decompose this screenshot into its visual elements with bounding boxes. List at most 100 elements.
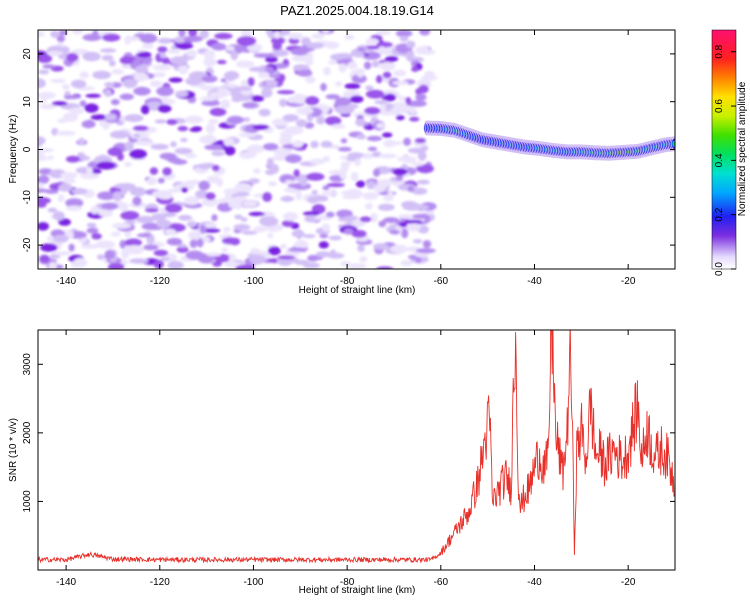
noise-blob bbox=[164, 203, 183, 213]
noise-blob bbox=[63, 112, 79, 122]
noise-blob bbox=[53, 251, 72, 256]
noise-blob bbox=[38, 254, 50, 263]
noise-blob bbox=[124, 141, 134, 152]
noise-blob bbox=[297, 69, 313, 77]
noise-blob bbox=[342, 194, 361, 200]
noise-blob bbox=[79, 100, 87, 107]
noise-blob bbox=[224, 145, 236, 156]
noise-blob bbox=[140, 104, 150, 115]
noise-blob bbox=[157, 177, 165, 184]
noise-blob bbox=[370, 212, 378, 223]
noise-blob bbox=[365, 202, 373, 210]
noise-blob bbox=[378, 46, 386, 55]
noise-blob bbox=[273, 31, 281, 39]
noise-blob bbox=[248, 178, 260, 184]
noise-blob bbox=[38, 137, 44, 147]
noise-blob bbox=[96, 254, 105, 260]
noise-blob bbox=[318, 241, 329, 249]
noise-blob bbox=[322, 223, 330, 232]
noise-blob bbox=[166, 49, 181, 54]
noise-blob bbox=[108, 60, 116, 67]
noise-blob bbox=[201, 197, 218, 207]
noise-blob bbox=[223, 137, 235, 147]
noise-blob bbox=[81, 120, 96, 129]
noise-blob bbox=[55, 130, 76, 136]
noise-blob bbox=[241, 230, 258, 235]
noise-blob bbox=[338, 63, 347, 73]
noise-blob bbox=[281, 30, 291, 36]
noise-blob bbox=[265, 56, 278, 63]
noise-blob bbox=[38, 175, 50, 184]
noise-blob bbox=[223, 188, 238, 195]
noise-blob bbox=[153, 249, 169, 257]
noise-blob bbox=[211, 150, 225, 157]
noise-blob bbox=[183, 35, 204, 43]
noise-blob bbox=[177, 243, 187, 248]
noise-blob bbox=[53, 211, 65, 221]
noise-blob bbox=[188, 30, 198, 37]
noise-blob bbox=[404, 219, 423, 224]
noise-blob bbox=[85, 93, 102, 98]
noise-blob bbox=[185, 250, 204, 260]
noise-blob bbox=[280, 132, 293, 142]
noise-blob bbox=[411, 187, 428, 195]
noise-blob bbox=[157, 104, 172, 113]
noise-blob bbox=[312, 195, 329, 202]
noise-blob bbox=[144, 208, 159, 213]
noise-blobs bbox=[38, 30, 438, 269]
noise-blob bbox=[38, 188, 49, 193]
noise-blob bbox=[133, 72, 149, 82]
noise-blob bbox=[207, 119, 219, 124]
noise-blob bbox=[328, 170, 346, 175]
noise-blob bbox=[143, 244, 159, 251]
noise-blob bbox=[162, 167, 172, 176]
noise-blob bbox=[371, 151, 382, 158]
noise-blob bbox=[375, 30, 392, 36]
y-tick-label: -20 bbox=[22, 237, 33, 252]
noise-blob bbox=[243, 151, 257, 159]
noise-blob bbox=[383, 89, 397, 95]
noise-blob bbox=[184, 179, 201, 186]
noise-blob bbox=[199, 224, 207, 234]
noise-blob bbox=[101, 54, 114, 61]
noise-blob bbox=[159, 191, 173, 200]
noise-blob bbox=[139, 33, 158, 44]
noise-blob bbox=[425, 210, 435, 215]
noise-blob bbox=[419, 30, 431, 36]
noise-blob bbox=[39, 103, 58, 110]
noise-blob bbox=[293, 169, 300, 178]
noise-blob bbox=[159, 257, 170, 262]
noise-blob bbox=[382, 71, 392, 79]
noise-blob bbox=[392, 168, 408, 176]
noise-blob bbox=[197, 163, 213, 170]
noise-blob bbox=[411, 161, 425, 167]
noise-blob bbox=[90, 114, 109, 121]
noise-blob bbox=[356, 134, 366, 140]
noise-blob bbox=[156, 86, 174, 97]
noise-blob bbox=[90, 205, 99, 215]
colorbar-gradient bbox=[711, 29, 737, 270]
noise-blob bbox=[302, 234, 316, 239]
noise-blob bbox=[149, 80, 162, 88]
noise-blob bbox=[120, 210, 140, 221]
noise-blob bbox=[38, 54, 53, 63]
noise-blob bbox=[325, 41, 340, 49]
noise-blob bbox=[98, 209, 110, 217]
noise-blob bbox=[203, 57, 217, 67]
noise-blob bbox=[236, 36, 257, 47]
noise-blob bbox=[187, 231, 202, 240]
noise-blob bbox=[240, 217, 248, 222]
noise-blob bbox=[156, 219, 172, 228]
noise-blob bbox=[320, 83, 327, 92]
noise-blob bbox=[86, 227, 99, 234]
noise-blob bbox=[150, 143, 169, 150]
noise-blob bbox=[238, 132, 257, 138]
noise-blob bbox=[350, 171, 359, 182]
noise-blob bbox=[119, 56, 134, 65]
noise-blob bbox=[44, 189, 59, 194]
noise-blob bbox=[50, 78, 66, 84]
noise-blob bbox=[129, 258, 149, 264]
noise-blob bbox=[86, 222, 97, 228]
noise-blob bbox=[58, 183, 73, 192]
noise-blob bbox=[349, 95, 364, 103]
